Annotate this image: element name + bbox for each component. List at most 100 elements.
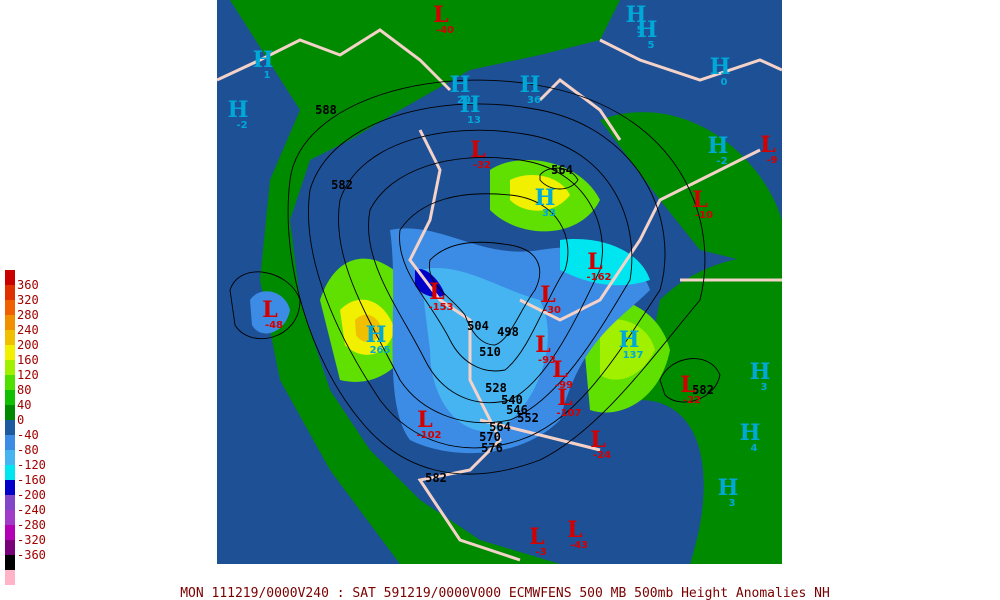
center-value: -2: [716, 156, 727, 167]
legend-label: 280: [17, 308, 39, 322]
center-letter: H: [450, 72, 471, 98]
legend-label: 360: [17, 278, 39, 292]
center-letter: H: [750, 359, 771, 385]
center-value: -24: [593, 450, 611, 461]
center-value: -10: [695, 210, 713, 221]
legend-swatch: [5, 495, 15, 510]
center-letter: L: [557, 385, 572, 411]
center-letter: H: [626, 2, 647, 28]
center-letter: H: [619, 327, 640, 353]
center-letter: H: [366, 322, 387, 348]
legend-swatch: [5, 405, 15, 420]
center-value: -107: [556, 408, 581, 419]
center-value: -93: [538, 355, 556, 366]
center-letter: L: [262, 297, 277, 323]
center-letter: L: [587, 249, 602, 275]
height-contours: [229, 79, 721, 475]
center-letter: H: [535, 185, 556, 211]
center-value: -9: [766, 155, 777, 166]
center-letter: L: [552, 357, 567, 383]
contour-label: 588: [315, 103, 337, 117]
center-value: -99: [555, 380, 573, 391]
map: [217, 0, 782, 564]
contour-label: 564: [489, 420, 511, 434]
center-letter: H: [708, 133, 729, 159]
legend-label: -280: [17, 518, 46, 532]
center-letter: L: [433, 2, 448, 28]
legend-swatch: [5, 465, 15, 480]
legend-swatch: [5, 480, 15, 495]
contour-label: 540: [501, 393, 523, 407]
center-value: 3: [761, 382, 768, 393]
legend-label: 320: [17, 293, 39, 307]
contour-label: 498: [497, 325, 519, 339]
legend-label: -120: [17, 458, 46, 472]
legend-swatch: [5, 435, 15, 450]
legend-label: 160: [17, 353, 39, 367]
legend-label: 80: [17, 383, 31, 397]
center-value: 0: [721, 77, 728, 88]
center-value: -43: [570, 540, 588, 551]
center-value: 5: [648, 40, 655, 51]
contour-label: 582: [692, 383, 714, 397]
center-value: 4: [751, 443, 758, 454]
center-letter: L: [680, 372, 695, 398]
pressure-centers: L-40H5H5H1H-2H0H-2L-9L-10H29H13H36L-32H3…: [228, 2, 778, 558]
center-letter: L: [540, 282, 555, 308]
center-value: -32: [473, 160, 491, 171]
center-letter: H: [637, 17, 658, 43]
contour-label: 552: [517, 411, 539, 425]
center-value: -48: [265, 320, 283, 331]
legend-label: 40: [17, 398, 31, 412]
legend-swatch: [5, 270, 15, 285]
contour-label: 570: [479, 430, 501, 444]
legend-label: 240: [17, 323, 39, 337]
center-value: -40: [436, 25, 454, 36]
contour-label: 510: [479, 345, 501, 359]
center-value: 36: [527, 95, 541, 106]
center-letter: L: [429, 279, 444, 305]
legend-swatch: [5, 315, 15, 330]
legend-swatch: [5, 570, 15, 585]
legend-label: -160: [17, 473, 46, 487]
center-value: -3: [535, 547, 546, 558]
center-value: -30: [543, 305, 561, 316]
center-letter: H: [520, 72, 541, 98]
contour-label: 582: [425, 471, 447, 485]
center-value: -162: [586, 272, 611, 283]
legend-swatch: [5, 555, 15, 570]
legend-swatch: [5, 345, 15, 360]
center-letter: L: [760, 132, 775, 158]
legend-label: 0: [17, 413, 24, 427]
center-letter: L: [692, 187, 707, 213]
legend-swatch: [5, 330, 15, 345]
center-letter: H: [228, 97, 249, 123]
center-value: 5: [637, 25, 644, 36]
legend-label: -40: [17, 428, 39, 442]
center-letter: H: [253, 47, 274, 73]
center-value: 3: [729, 498, 736, 509]
legend-swatch: [5, 285, 15, 300]
footer: MON 111219/0000V240 : SAT 591219/0000V00…: [180, 586, 830, 600]
center-letter: L: [417, 407, 432, 433]
center-value: -2: [236, 120, 247, 131]
contour-label: 582: [331, 178, 353, 192]
legend-swatch: [5, 510, 15, 525]
center-value: 33: [542, 208, 556, 219]
center-letter: H: [718, 475, 739, 501]
center-value: -153: [428, 302, 453, 313]
coastlines: [217, 28, 782, 562]
legend-label: -240: [17, 503, 46, 517]
center-letter: L: [529, 524, 544, 550]
legend-swatch: [5, 390, 15, 405]
center-letter: L: [535, 332, 550, 358]
center-value: 137: [623, 350, 644, 361]
legend-label: 200: [17, 338, 39, 352]
center-value: -102: [416, 430, 441, 441]
center-letter: L: [470, 137, 485, 163]
legend-label: -200: [17, 488, 46, 502]
contour-label: 564: [551, 163, 573, 177]
center-value: 29: [457, 95, 471, 106]
